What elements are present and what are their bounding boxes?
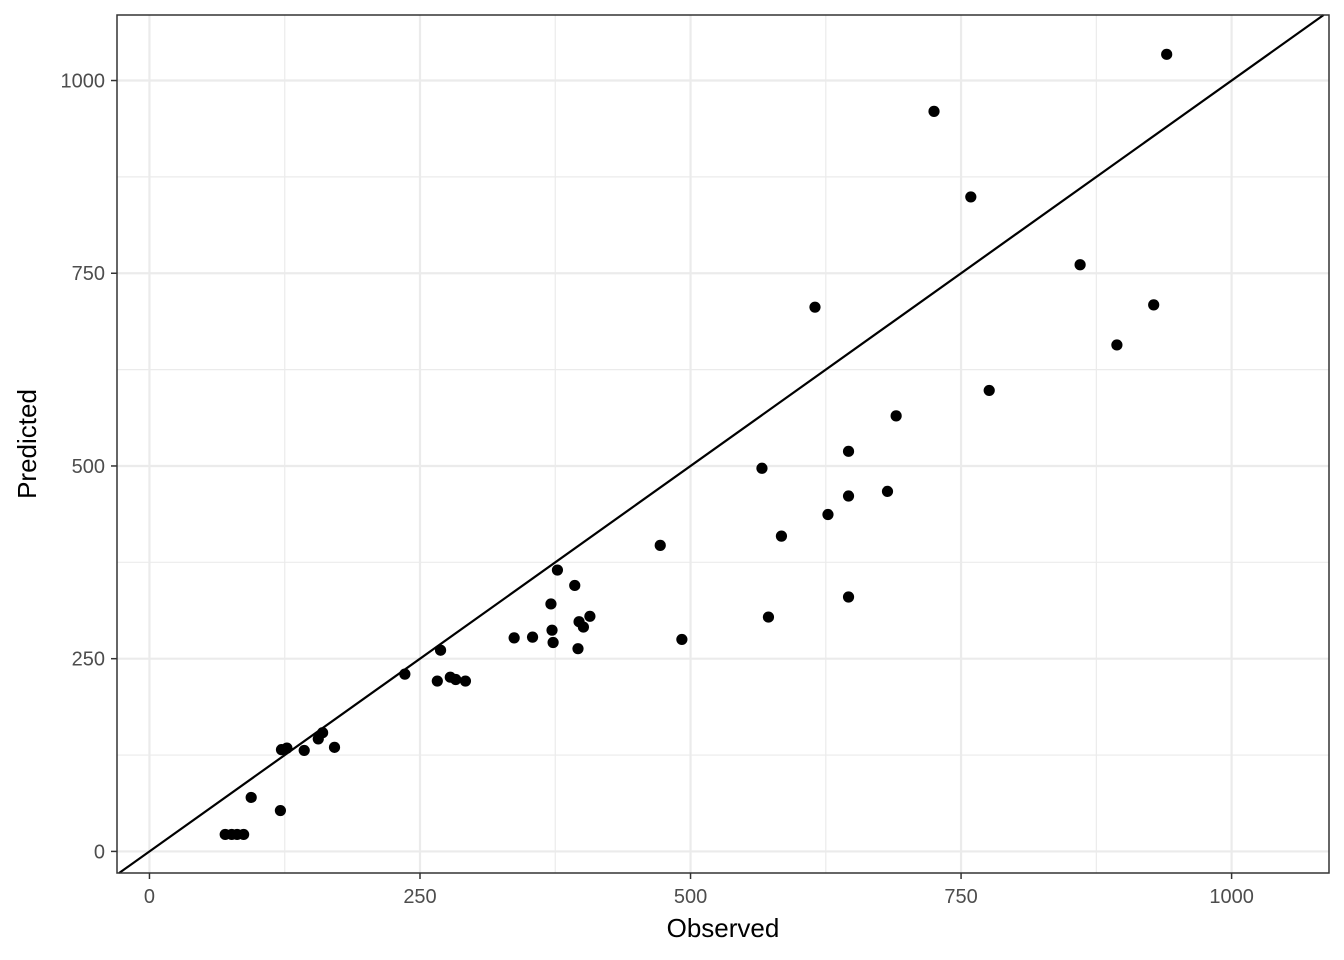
y-tick-label: 1000	[61, 71, 106, 93]
data-point	[1161, 48, 1173, 60]
data-point	[459, 675, 472, 687]
x-tick-label: 750	[944, 886, 977, 908]
data-point	[809, 301, 821, 313]
data-point	[547, 636, 559, 649]
x-tick-label: 0	[144, 886, 155, 908]
data-point	[584, 610, 596, 622]
x-tick-label: 500	[674, 886, 707, 908]
data-point	[762, 611, 775, 623]
data-point	[569, 579, 581, 592]
data-point	[274, 804, 287, 817]
data-point	[431, 675, 443, 687]
major-gridlines	[117, 15, 1329, 873]
data-point	[577, 621, 590, 633]
data-point	[965, 191, 977, 203]
data-point	[842, 445, 855, 457]
data-point	[434, 644, 447, 656]
data-point	[328, 741, 341, 753]
data-point	[298, 744, 310, 757]
y-axis-title: Predicted	[12, 389, 42, 499]
data-point	[526, 631, 539, 643]
data-point	[546, 624, 558, 636]
minor-gridlines	[117, 15, 1329, 873]
panel-border	[116, 14, 1330, 874]
data-point	[508, 632, 520, 644]
x-tick-label: 1000	[1209, 886, 1254, 908]
data-points	[219, 48, 1173, 841]
data-point	[881, 485, 894, 498]
data-point	[1074, 259, 1086, 271]
data-point	[245, 791, 257, 804]
data-point	[1111, 339, 1123, 351]
data-point	[450, 673, 462, 686]
data-point	[317, 727, 329, 739]
data-point	[281, 742, 293, 754]
x-axis-title: Observed	[667, 913, 780, 943]
data-point	[983, 384, 995, 397]
data-point	[842, 591, 855, 603]
data-point	[842, 490, 855, 502]
y-axis-ticks: 0 250 500 750 1000	[61, 71, 117, 863]
data-point	[890, 410, 902, 422]
x-tick-label: 250	[403, 886, 436, 908]
data-point	[775, 530, 788, 542]
data-point	[1148, 299, 1160, 311]
data-point	[822, 508, 834, 521]
data-point	[676, 633, 688, 646]
data-point	[756, 462, 768, 474]
y-tick-label: 250	[72, 649, 105, 671]
y-tick-label: 500	[72, 456, 105, 478]
data-point	[551, 564, 564, 576]
data-point	[572, 643, 584, 655]
y-tick-label: 750	[72, 263, 105, 285]
x-axis-ticks: 0 250 500 750 1000	[144, 873, 1254, 908]
data-point	[928, 105, 940, 117]
data-point	[545, 598, 557, 610]
data-point	[238, 828, 250, 841]
data-point	[399, 668, 411, 680]
y-tick-label: 0	[94, 841, 105, 863]
data-point	[654, 539, 666, 551]
